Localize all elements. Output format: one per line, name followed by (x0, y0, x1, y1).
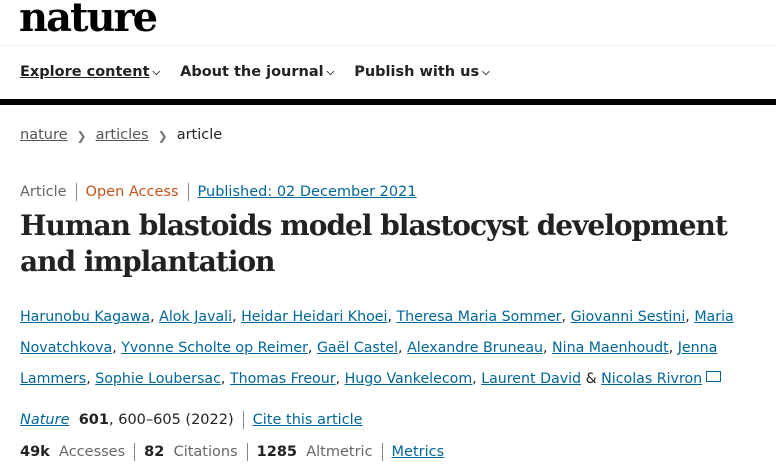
citation: Nature 601 , 600–605 (2022) Cite this ar… (20, 411, 363, 429)
email-icon[interactable] (706, 371, 722, 382)
author-link[interactable]: Yvonne Scholte op Reimer (121, 340, 308, 356)
article-title: Human blastoids model blastocyst develop… (20, 209, 728, 278)
author-list: Harunobu Kagawa, Alok Javali, Heidar Hei… (20, 309, 734, 387)
cite-article-link[interactable]: Cite this article (252, 412, 363, 428)
nature-logo[interactable]: nature (19, 0, 158, 41)
published-date-link[interactable]: Published: 02 December 2021 (197, 184, 417, 200)
author-separator: & (585, 371, 597, 387)
accesses-value: 49k (20, 444, 50, 460)
accesses-label: Accesses (59, 444, 126, 460)
author-link[interactable]: Jenna Lammers (20, 340, 718, 387)
nav-label: Publish with us (354, 64, 480, 80)
author-link[interactable]: Giovanni Sestini (570, 309, 686, 325)
altmetric-label: Altmetric (306, 444, 373, 460)
nav-publish-with-us[interactable]: Publish with us ⌵ (354, 64, 490, 80)
article-meta: Article Open Access Published: 02 Decemb… (20, 183, 417, 201)
author-link[interactable]: Sophie Loubersac (95, 371, 221, 387)
header-bar (0, 99, 776, 105)
breadcrumb-nature[interactable]: nature (20, 127, 68, 143)
chevron-right-icon: ❯ (157, 129, 168, 143)
nav-explore-content[interactable]: Explore content ⌵ (20, 64, 160, 80)
divider (75, 183, 77, 201)
main-nav: Explore content ⌵ About the journal ⌵ Publ… (20, 64, 490, 80)
divider (187, 183, 189, 201)
article-metrics: 49k Accesses 82 Citations 1285 Altmetric… (20, 443, 444, 461)
chevron-right-icon: ❯ (76, 129, 87, 143)
chevron-down-icon: ⌵ (326, 66, 335, 78)
altmetric-value: 1285 (256, 444, 297, 460)
divider (242, 411, 244, 429)
divider (246, 443, 248, 461)
citations-value: 82 (144, 444, 165, 460)
author-link[interactable]: Alexandre Bruneau (407, 340, 544, 356)
author-link[interactable]: Alok Javali (159, 309, 233, 325)
author-link[interactable]: Laurent David (481, 371, 582, 387)
author-link[interactable]: Gaël Castel (316, 340, 399, 356)
pages: , 600–605 (2022) (109, 412, 234, 428)
breadcrumb: nature ❯ articles ❯ article (20, 127, 222, 145)
author-link[interactable]: Maria Novatchkova (20, 309, 734, 356)
metrics-link[interactable]: Metrics (391, 444, 445, 460)
chevron-down-icon: ⌵ (482, 66, 490, 78)
nav-label: Explore content (20, 64, 150, 80)
divider (381, 443, 383, 461)
author-link[interactable]: Hugo Vankelecom (344, 371, 473, 387)
journal-link[interactable]: Nature (20, 412, 70, 428)
citations-label: Citations (173, 444, 238, 460)
author-link[interactable]: Nina Maenhoudt (552, 340, 669, 356)
divider (134, 443, 136, 461)
nav-label: About the journal (180, 64, 324, 80)
author-link[interactable]: Theresa Maria Sommer (396, 309, 562, 325)
author-link[interactable]: Nicolas Rivron (601, 371, 703, 387)
author-link[interactable]: Thomas Freour (229, 371, 336, 387)
article-type: Article (20, 184, 67, 200)
breadcrumb-articles[interactable]: articles (95, 127, 149, 143)
divider (0, 45, 776, 46)
author-link[interactable]: Heidar Heidari Khoei (241, 309, 388, 325)
breadcrumb-current: article (176, 127, 223, 143)
open-access-badge: Open Access (85, 184, 179, 200)
author-link[interactable]: Harunobu Kagawa (20, 309, 151, 325)
nav-about-journal[interactable]: About the journal ⌵ (180, 64, 334, 80)
volume: 601 (78, 412, 109, 428)
chevron-down-icon: ⌵ (152, 66, 161, 78)
